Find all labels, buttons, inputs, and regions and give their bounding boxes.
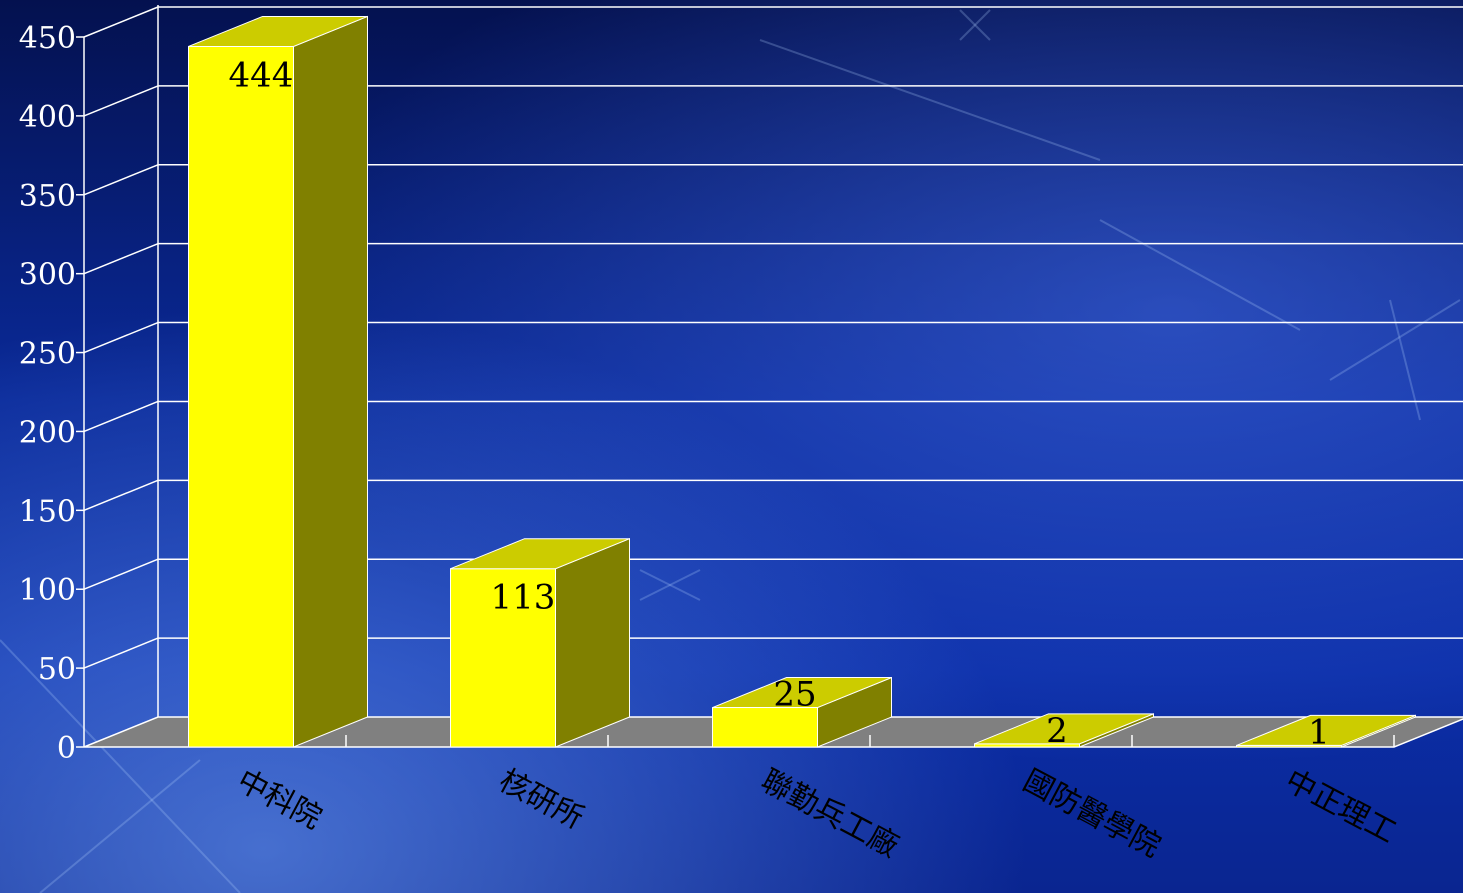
x-category-label: 中正理工: [1279, 763, 1401, 850]
y-tick-label: 300: [19, 258, 76, 293]
bar-side-face: [555, 537, 630, 748]
left-wall-gridline: [83, 6, 159, 38]
bars: 444 113 25 2 1: [188, 15, 1416, 752]
bar-data-label: 2: [1046, 711, 1068, 751]
x-axis: 中科院 核研所 聯勤兵工廠 國防醫學院 中正理工: [231, 763, 1401, 864]
bar-front-face: [188, 45, 294, 748]
chart-back-wall: [157, 5, 1463, 717]
bar-top-face: [188, 15, 368, 47]
y-tick-label: 350: [19, 179, 76, 214]
background-streak: [1099, 219, 1301, 331]
bar-data-label: 444: [229, 55, 294, 95]
chart-left-wall: [83, 6, 159, 669]
y-tick-label: 450: [19, 21, 76, 56]
bar-front-face: [712, 707, 818, 748]
background-streak: [639, 569, 701, 601]
left-wall-gridline: [83, 479, 159, 512]
left-wall-gridline: [83, 558, 159, 590]
bar-side-face: [293, 15, 368, 748]
bar-top-face: [1236, 714, 1416, 746]
x-category-label: 中科院: [231, 763, 327, 836]
bar-top-face: [974, 713, 1154, 745]
left-wall-gridline: [83, 85, 159, 117]
x-category-label: 核研所: [493, 763, 589, 836]
left-wall-gridline: [83, 637, 159, 669]
bar-top-face: [712, 677, 892, 709]
left-wall-gridline: [83, 164, 159, 196]
starburst-decoration: [0, 9, 1461, 893]
background-streak: [1329, 299, 1461, 381]
bar: 113: [450, 537, 630, 748]
y-tick-label: 50: [38, 652, 76, 687]
y-tick-label: 200: [19, 415, 76, 450]
background-streak: [759, 39, 1101, 161]
y-tick-label: 250: [19, 337, 76, 372]
y-tick-label: 400: [19, 100, 76, 135]
y-tick-label: 0: [57, 731, 76, 766]
bar: 444: [188, 15, 368, 748]
y-tick-label: 150: [19, 494, 76, 529]
background-streak: [1389, 299, 1421, 421]
bar-front-face: [450, 568, 556, 748]
bar-top-face: [450, 538, 630, 570]
bar: 2: [974, 711, 1154, 751]
bar-data-label: 1: [1308, 712, 1330, 752]
y-tick-label: 100: [19, 573, 76, 608]
x-category-label: 聯勤兵工廠: [755, 763, 904, 864]
bar-data-label: 113: [491, 578, 556, 618]
background-streak: [959, 9, 991, 41]
y-axis: 0 50 100 150 200 250 300 350 400 450: [19, 21, 85, 766]
background-streak: [39, 759, 201, 893]
left-wall-gridline: [83, 242, 159, 275]
x-category-label: 國防醫學院: [1017, 763, 1166, 864]
background-streak: [639, 569, 701, 601]
background-streak: [959, 9, 991, 41]
bar: 1: [1236, 712, 1416, 752]
bar-data-label: 25: [773, 675, 816, 715]
bar: 25: [712, 675, 892, 748]
left-wall-gridline: [83, 400, 159, 433]
left-wall-gridline: [83, 321, 159, 354]
background-streak: [0, 639, 241, 893]
